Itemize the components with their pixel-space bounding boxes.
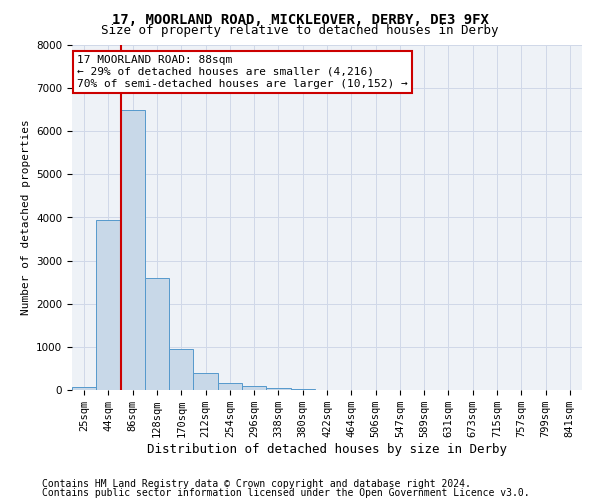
Bar — [121, 110, 145, 390]
Text: 17, MOORLAND ROAD, MICKLEOVER, DERBY, DE3 9FX: 17, MOORLAND ROAD, MICKLEOVER, DERBY, DE… — [112, 12, 488, 26]
Bar — [169, 349, 193, 390]
Bar — [145, 278, 169, 390]
Bar — [218, 384, 242, 390]
Bar — [72, 386, 96, 390]
Bar — [290, 388, 315, 390]
Bar — [266, 388, 290, 390]
Bar — [242, 386, 266, 390]
Text: Contains public sector information licensed under the Open Government Licence v3: Contains public sector information licen… — [42, 488, 530, 498]
Text: 17 MOORLAND ROAD: 88sqm
← 29% of detached houses are smaller (4,216)
70% of semi: 17 MOORLAND ROAD: 88sqm ← 29% of detache… — [77, 56, 408, 88]
X-axis label: Distribution of detached houses by size in Derby: Distribution of detached houses by size … — [147, 443, 507, 456]
Text: Contains HM Land Registry data © Crown copyright and database right 2024.: Contains HM Land Registry data © Crown c… — [42, 479, 471, 489]
Bar — [96, 220, 121, 390]
Text: Size of property relative to detached houses in Derby: Size of property relative to detached ho… — [101, 24, 499, 37]
Bar — [193, 373, 218, 390]
Y-axis label: Number of detached properties: Number of detached properties — [20, 120, 31, 316]
